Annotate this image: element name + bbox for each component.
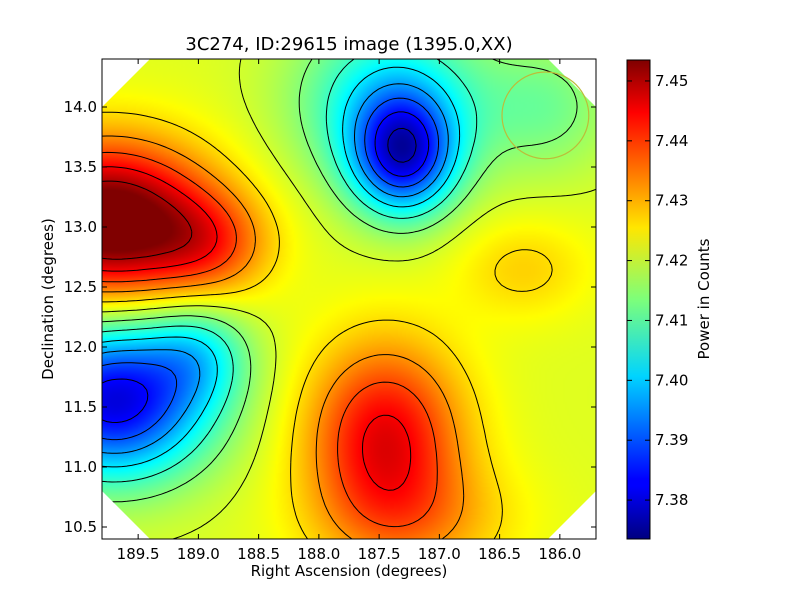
contour-line	[102, 59, 596, 539]
x-tick-label: 187.5	[358, 545, 401, 563]
contour-line	[102, 59, 578, 503]
x-tick-label: 188.5	[237, 545, 280, 563]
x-axis-label: Right Ascension (degrees)	[250, 562, 448, 580]
contour-line	[102, 97, 439, 441]
chart-title: 3C274, ID:29615 image (1395.0,XX)	[185, 34, 513, 55]
contour-line	[102, 59, 478, 483]
contour-line	[102, 83, 449, 454]
x-tick-label: 188.0	[297, 545, 340, 563]
contour-line	[102, 151, 438, 528]
contour-line	[387, 127, 417, 163]
plot-frame	[101, 58, 597, 540]
colorbar-tick-label: 7.45	[655, 72, 688, 90]
y-axis-label: Declination (degrees)	[39, 218, 57, 380]
x-tick-label: 189.0	[177, 545, 220, 563]
y-axis: 10.5 11.0 11.5 12.0 12.5 13.0 13.5 14.0	[64, 98, 596, 536]
x-tick-label: 189.5	[117, 545, 160, 563]
colorbar-tick-label: 7.39	[655, 431, 688, 449]
y-tick-label: 10.5	[64, 518, 97, 536]
heatmap-image	[102, 59, 596, 539]
colorbar-tick-label: 7.40	[655, 371, 688, 389]
x-tick-label: 186.0	[538, 545, 581, 563]
y-tick-label: 14.0	[64, 98, 97, 116]
colorbar-label: Power in Counts	[695, 238, 713, 360]
colorbar-tick-label: 7.38	[655, 491, 688, 509]
y-tick-label: 12.5	[64, 278, 97, 296]
colorbar-axis: 7.38 7.39 7.40 7.41 7.42 7.43 7.44 7.45	[627, 72, 688, 509]
y-tick-label: 11.5	[64, 398, 97, 416]
contour-line	[102, 180, 193, 260]
beam-circle	[501, 71, 590, 160]
colorbar-tick-label: 7.42	[655, 252, 688, 270]
y-tick-label: 12.0	[64, 338, 97, 356]
contour-line	[102, 111, 553, 539]
contour-line	[102, 111, 430, 423]
colorbar	[626, 59, 651, 540]
y-tick-label: 13.0	[64, 218, 97, 236]
colorbar-tick-label: 7.41	[655, 311, 688, 329]
colorbar-tick-label: 7.43	[655, 192, 688, 210]
x-tick-label: 187.0	[418, 545, 461, 563]
contour-line	[102, 135, 465, 539]
y-tick-label: 13.5	[64, 158, 97, 176]
y-tick-label: 11.0	[64, 458, 97, 476]
x-tick-label: 186.5	[478, 545, 521, 563]
colorbar-tick-label: 7.44	[655, 132, 688, 150]
x-axis: 189.5 189.0 188.5 188.0 187.5 187.0 186.5 186.0	[117, 59, 581, 563]
contour-line	[102, 66, 461, 468]
